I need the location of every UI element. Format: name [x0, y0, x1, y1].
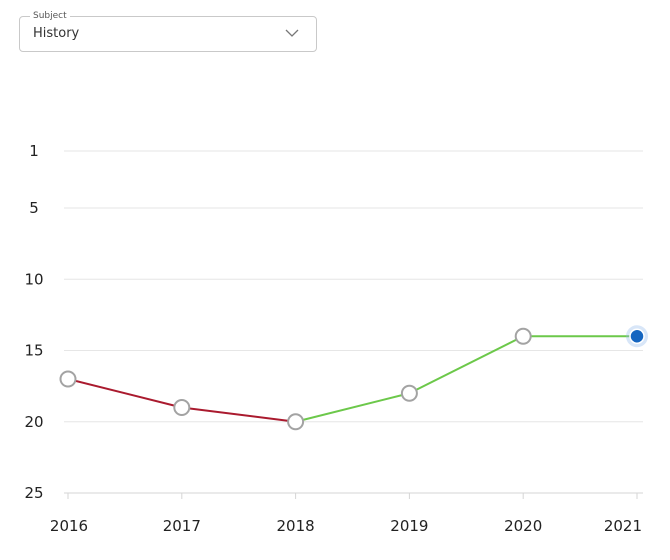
- chevron-down-icon[interactable]: [284, 27, 300, 39]
- line-segment: [180, 406, 297, 423]
- line-segment: [408, 335, 525, 395]
- subject-select-value: History: [33, 26, 80, 41]
- line-segment: [67, 378, 183, 409]
- subject-select-label: Subject: [30, 10, 70, 22]
- x-tick-label: 2021: [604, 517, 642, 535]
- data-point[interactable]: [514, 327, 532, 345]
- x-tick-label: 2017: [163, 517, 201, 535]
- x-tick-label: 2016: [50, 517, 88, 535]
- subject-select[interactable]: Subject History: [19, 10, 317, 52]
- y-tick-label: 5: [29, 199, 39, 217]
- data-point[interactable]: [173, 399, 191, 416]
- y-tick-label: 20: [24, 413, 43, 431]
- data-point[interactable]: [59, 370, 77, 388]
- series-points: [59, 325, 648, 431]
- y-tick-label: 1: [29, 142, 39, 160]
- grid-layer: [64, 150, 643, 499]
- series-line: [67, 335, 638, 423]
- data-point[interactable]: [287, 413, 305, 431]
- y-tick-label: 15: [24, 342, 43, 360]
- x-tick-label: 2020: [504, 517, 542, 535]
- y-tick-label: 10: [24, 270, 43, 288]
- x-tick-label: 2018: [277, 517, 315, 535]
- data-point-selected[interactable]: [629, 328, 645, 344]
- line-segment: [294, 392, 411, 423]
- y-tick-label: 25: [24, 484, 43, 502]
- x-tick-label: 2019: [390, 517, 428, 535]
- x-axis-labels: 2016 2017 2018 2019 2020 2021: [50, 517, 642, 535]
- data-point[interactable]: [400, 384, 418, 402]
